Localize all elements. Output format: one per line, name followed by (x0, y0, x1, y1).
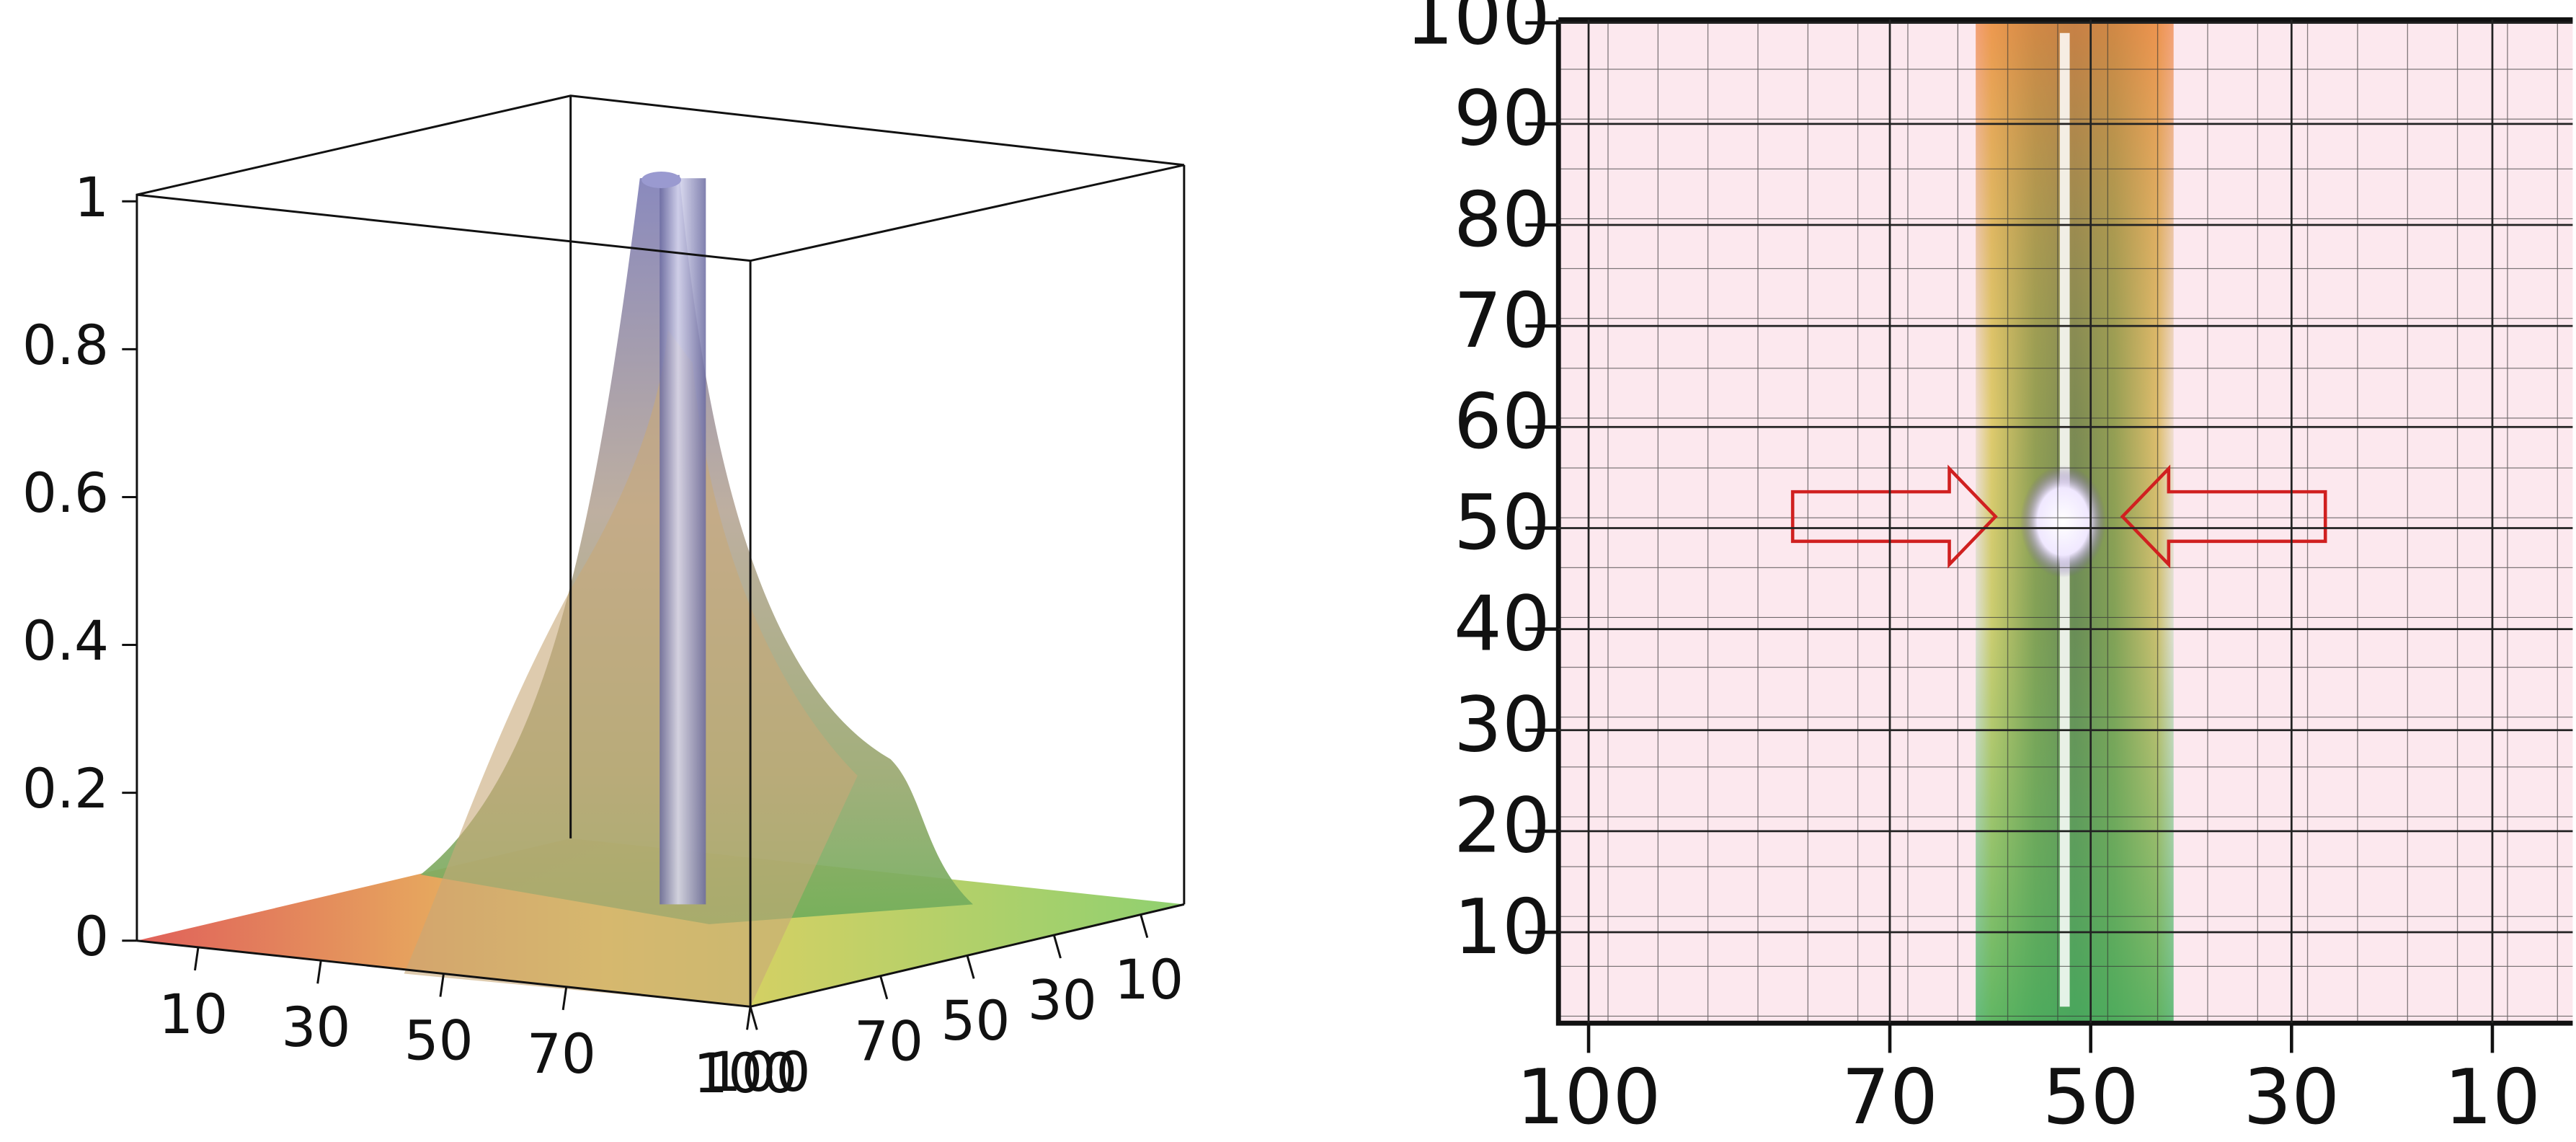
y-tick-label: 20 (1454, 782, 1550, 870)
y-tick-label: 90 (1454, 74, 1550, 163)
x-tick (193, 947, 200, 971)
arrow-left (2120, 464, 2327, 569)
surface-plot: 0 0.2 0.4 0.6 0.8 1 10 30 50 70 100 10 30 50 70 100 (22, 94, 1186, 1105)
x-tick-label: 100 (1516, 1053, 1661, 1141)
y-tick (1140, 914, 1149, 939)
x-tick-label: 30 (281, 996, 350, 1059)
z-tick-label: 0.6 (22, 461, 109, 525)
y-tick-label: 80 (1454, 175, 1550, 264)
y-tick-label: 50 (941, 989, 1010, 1053)
x-tick-label: 10 (2444, 1053, 2541, 1141)
x-tick (746, 1006, 752, 1030)
z-tick-label: 0 (74, 905, 109, 968)
x-tick-label: 100 (693, 1042, 797, 1105)
y-tick-label: 100 (706, 1040, 810, 1104)
z-tick-label: 0.2 (22, 757, 109, 820)
y-tick-label: 30 (1454, 681, 1550, 769)
plot-frame (1555, 17, 2573, 1026)
peak-column (659, 178, 706, 905)
y-tick (966, 955, 975, 979)
z-tick-label: 0.4 (22, 609, 109, 673)
x-tick-label: 10 (159, 983, 228, 1046)
peak-cap (641, 172, 681, 188)
y-tick-label: 100 (1405, 0, 1550, 61)
y-tick-label: 40 (1454, 579, 1550, 668)
x-tick-label: 30 (2243, 1053, 2340, 1141)
x-tick (316, 960, 322, 984)
x-tick-label: 70 (1842, 1053, 1938, 1141)
x-tick-label: 50 (404, 1009, 474, 1072)
ridge-surface (404, 329, 858, 1007)
z-tick-label: 0.8 (22, 314, 109, 377)
grid (1558, 19, 2573, 1024)
arrow-right (1790, 464, 1998, 569)
x-tick-label: 70 (527, 1022, 596, 1086)
y-tick-label: 50 (1454, 478, 1550, 567)
y-tick-label: 10 (1114, 948, 1183, 1012)
box-edges (136, 94, 1185, 941)
y-tick-label: 30 (1028, 969, 1097, 1032)
y-tick-label: 60 (1454, 377, 1550, 466)
x-tick-label: 50 (2043, 1053, 2139, 1141)
heatmap-plot: 10 20 30 40 50 60 70 80 90 100 100 70 50 30 10 (1405, 0, 2573, 1141)
y-tick (879, 975, 889, 1000)
y-tick-label: 70 (1454, 276, 1550, 365)
x-tick (561, 986, 568, 1011)
y-tick-label: 70 (854, 1009, 923, 1073)
y-tick-label: 10 (1454, 882, 1550, 971)
z-tick-label: 1 (74, 166, 109, 229)
box (136, 94, 1186, 1008)
x-tick (439, 973, 445, 997)
y-tick (749, 1006, 758, 1030)
y-tick (1052, 934, 1062, 959)
